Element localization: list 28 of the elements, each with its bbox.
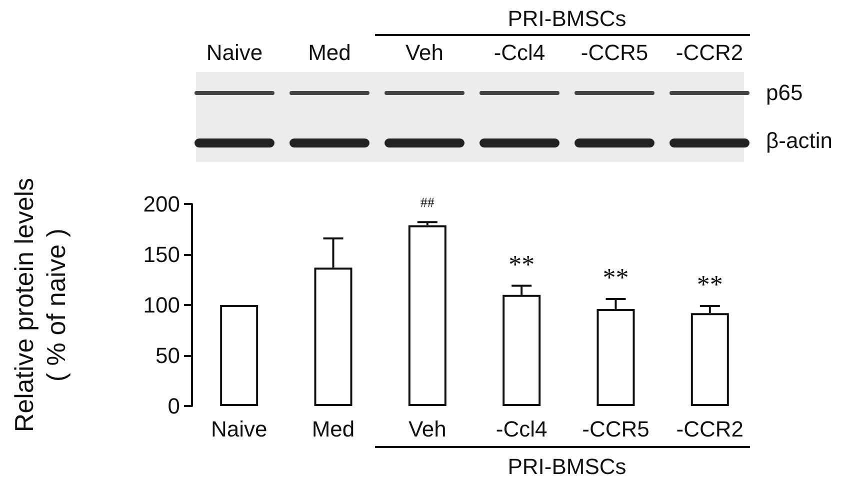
x-tick-label: Naive <box>210 416 268 442</box>
x-tick-label: Veh <box>408 416 446 442</box>
text: PRI-BMSCs <box>508 454 626 480</box>
y-tick-label: 50 <box>156 343 180 368</box>
bar <box>408 225 446 406</box>
annotation: ## <box>420 196 434 212</box>
annotation: ** <box>508 250 535 280</box>
text: p65 <box>766 80 803 106</box>
x-tick-label: -CCR5 <box>582 416 650 442</box>
text: PRI-BMSCs <box>508 6 626 32</box>
text: Med <box>308 40 351 66</box>
y-tick-label: 0 <box>168 394 180 418</box>
annotation: ** <box>602 262 629 293</box>
text: Naive <box>206 40 263 66</box>
y-tick-label: 150 <box>143 242 180 267</box>
x-tick-label: Med <box>312 416 355 442</box>
x-tick-label: -CCR2 <box>676 416 744 442</box>
text: Veh <box>406 40 444 66</box>
text: -CCR2 <box>676 40 744 66</box>
annotation: ** <box>696 270 723 300</box>
y-axis-title: Relative protein levels ( % of naive ) <box>9 178 71 432</box>
x-tick-label: -Ccl4 <box>496 416 548 442</box>
text: -Ccl4 <box>494 40 546 66</box>
y-tick-label: 100 <box>143 292 180 318</box>
y-tick-label: 200 <box>143 192 180 216</box>
text: -CCR5 <box>580 40 648 66</box>
bar <box>220 305 258 406</box>
text: β-actin <box>766 128 832 154</box>
